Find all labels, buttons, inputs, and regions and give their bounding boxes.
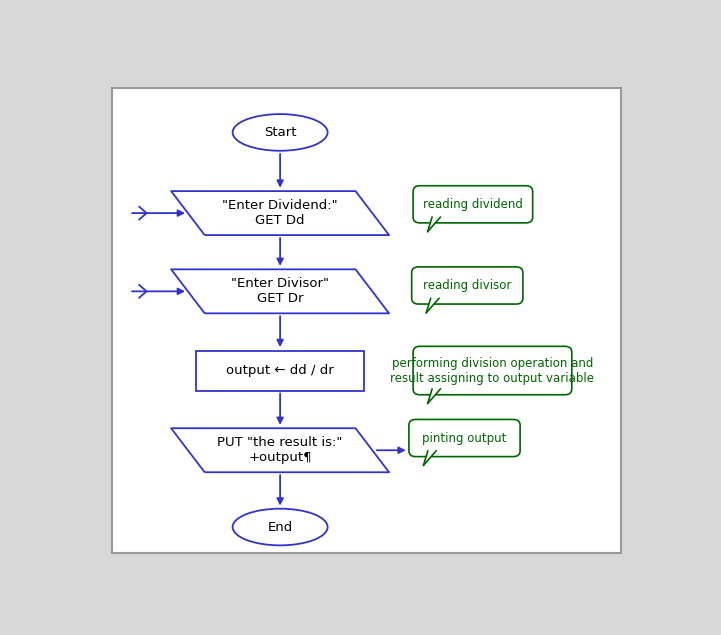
FancyBboxPatch shape	[412, 267, 523, 304]
Polygon shape	[423, 451, 436, 465]
Text: reading dividend: reading dividend	[423, 198, 523, 211]
Text: pinting output: pinting output	[423, 432, 507, 444]
FancyBboxPatch shape	[409, 420, 520, 457]
Polygon shape	[428, 217, 441, 232]
Bar	[196, 351, 364, 391]
Text: End: End	[267, 521, 293, 533]
Text: reading divisor: reading divisor	[423, 279, 511, 292]
Text: PUT "the result is:"
+output¶: PUT "the result is:" +output¶	[218, 436, 342, 464]
Text: "Enter Divisor"
GET Dr: "Enter Divisor" GET Dr	[231, 277, 329, 305]
Text: "Enter Dividend:"
GET Dd: "Enter Dividend:" GET Dd	[222, 199, 338, 227]
Polygon shape	[428, 389, 441, 404]
Text: Start: Start	[264, 126, 296, 139]
Polygon shape	[426, 298, 439, 313]
Text: performing division operation and
result assigning to output variable: performing division operation and result…	[391, 356, 594, 385]
FancyBboxPatch shape	[413, 185, 533, 223]
FancyBboxPatch shape	[413, 346, 572, 395]
FancyBboxPatch shape	[112, 88, 621, 553]
Text: output ← dd / dr: output ← dd / dr	[226, 364, 334, 377]
